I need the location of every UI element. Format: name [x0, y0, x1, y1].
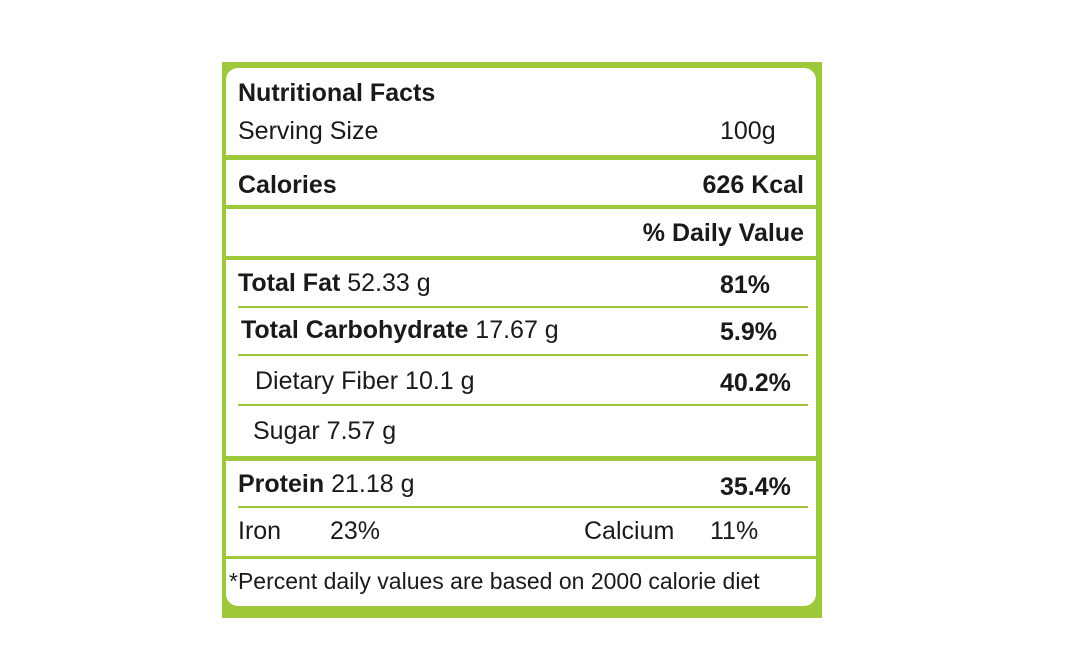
divider [226, 205, 816, 209]
serving-label: Serving Size [238, 117, 379, 145]
nutrient-amount: 17.67 g [475, 316, 559, 344]
mineral-value: 11% [710, 517, 759, 545]
nutrient-dv: 35.4% [720, 473, 791, 501]
mineral-label: Iron [238, 517, 282, 545]
divider [238, 506, 808, 508]
nutrient-row: Total Carbohydrate 17.67 g [241, 315, 559, 345]
divider [238, 306, 808, 308]
nutrient-label: Protein [238, 470, 325, 498]
nutrient-label: Total Fat [238, 269, 341, 297]
calories-value: 626 Kcal [702, 171, 804, 199]
nutrient-amount: 10.1 g [405, 367, 475, 395]
divider [238, 404, 808, 406]
divider [226, 556, 816, 559]
mineral-label: Calcium [584, 517, 675, 545]
nutrient-row: Sugar 7.57 g [253, 416, 396, 446]
serving-value: 100g [720, 117, 776, 145]
nutrient-dv: 5.9% [720, 318, 777, 346]
nutrient-label: Dietary Fiber [255, 367, 399, 395]
calories-label: Calories [238, 171, 337, 199]
nutrient-dv: 81% [720, 271, 771, 299]
title: Nutritional Facts [238, 79, 436, 107]
divider [226, 456, 816, 461]
mineral-value: 23% [330, 517, 381, 545]
nutrient-row: Dietary Fiber 10.1 g [255, 366, 475, 396]
divider [226, 256, 816, 260]
nutrient-row: Total Fat 52.33 g [238, 268, 431, 298]
nutrient-amount: 52.33 g [347, 269, 431, 297]
nutrient-label: Total Carbohydrate [241, 316, 469, 344]
divider [226, 155, 816, 160]
nutrient-row: Protein 21.18 g [238, 469, 415, 499]
nutrient-label: Sugar [253, 417, 320, 445]
daily-value-header: % Daily Value [642, 219, 804, 247]
divider [238, 354, 808, 356]
nutrient-amount: 7.57 g [326, 417, 397, 445]
footnote: *Percent daily values are based on 2000 … [229, 568, 760, 594]
nutrient-amount: 21.18 g [331, 470, 415, 498]
nutrient-dv: 40.2% [720, 369, 791, 397]
